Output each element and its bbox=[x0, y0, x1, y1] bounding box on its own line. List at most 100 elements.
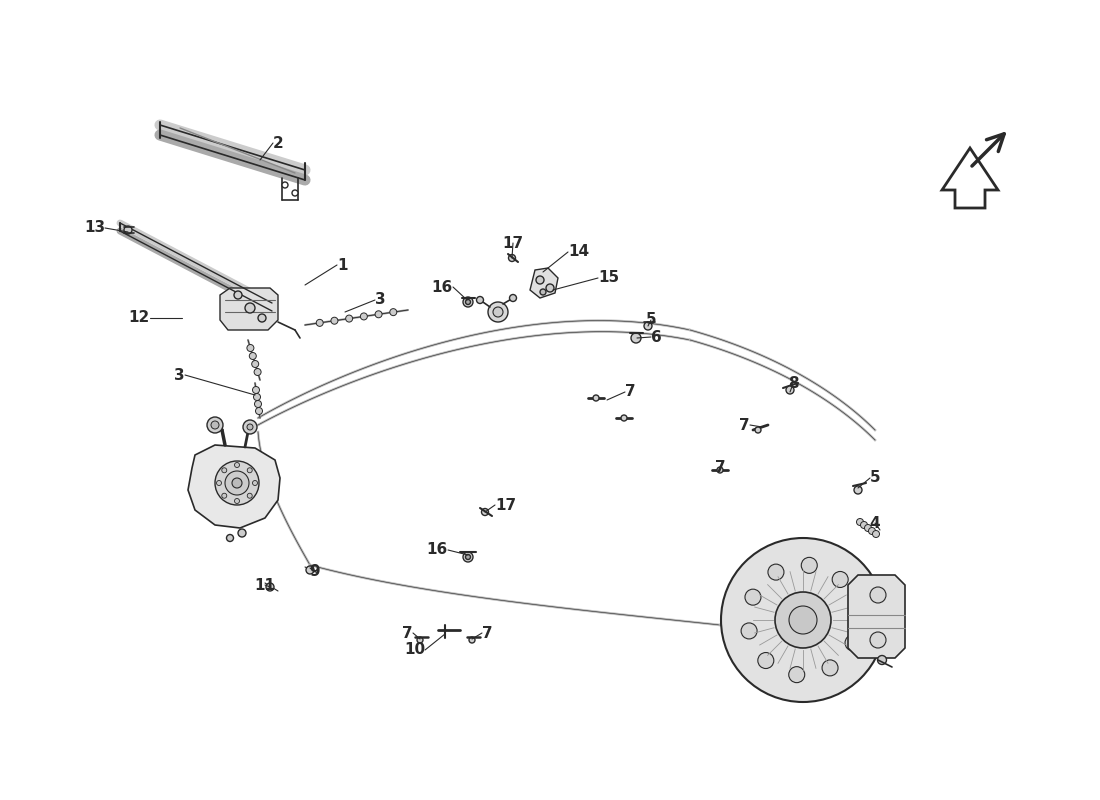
Circle shape bbox=[849, 601, 865, 617]
Circle shape bbox=[768, 564, 784, 580]
Circle shape bbox=[621, 415, 627, 421]
Text: 12: 12 bbox=[129, 310, 150, 326]
Text: 15: 15 bbox=[598, 270, 619, 286]
Polygon shape bbox=[530, 268, 558, 298]
Circle shape bbox=[253, 481, 257, 486]
Circle shape bbox=[227, 534, 233, 542]
Text: 13: 13 bbox=[84, 221, 104, 235]
Circle shape bbox=[870, 632, 886, 648]
Circle shape bbox=[469, 637, 475, 643]
Circle shape bbox=[331, 318, 338, 324]
Circle shape bbox=[758, 653, 773, 669]
Circle shape bbox=[536, 276, 544, 284]
Circle shape bbox=[845, 635, 861, 651]
Circle shape bbox=[253, 386, 260, 394]
Circle shape bbox=[476, 297, 484, 303]
Circle shape bbox=[246, 345, 254, 351]
Circle shape bbox=[222, 468, 227, 473]
Text: 1: 1 bbox=[337, 258, 348, 273]
Text: 7: 7 bbox=[739, 418, 750, 433]
Text: 7: 7 bbox=[482, 626, 493, 641]
Circle shape bbox=[720, 538, 886, 702]
Text: 4: 4 bbox=[870, 515, 880, 530]
Text: 5: 5 bbox=[646, 313, 657, 327]
Circle shape bbox=[755, 427, 761, 433]
Text: 3: 3 bbox=[175, 367, 185, 382]
Text: 3: 3 bbox=[375, 293, 386, 307]
Circle shape bbox=[250, 353, 256, 359]
Polygon shape bbox=[848, 575, 905, 658]
Circle shape bbox=[854, 486, 862, 494]
Circle shape bbox=[248, 494, 252, 498]
Circle shape bbox=[217, 481, 221, 486]
Circle shape bbox=[255, 407, 263, 414]
Text: 7: 7 bbox=[715, 461, 725, 475]
Text: 17: 17 bbox=[503, 235, 524, 250]
Circle shape bbox=[465, 299, 471, 305]
Circle shape bbox=[316, 319, 323, 326]
Text: 10: 10 bbox=[404, 642, 425, 658]
Text: 14: 14 bbox=[568, 245, 590, 259]
Circle shape bbox=[361, 313, 367, 320]
Circle shape bbox=[786, 386, 794, 394]
Circle shape bbox=[776, 592, 830, 648]
Text: 5: 5 bbox=[870, 470, 881, 486]
Circle shape bbox=[822, 660, 838, 676]
Circle shape bbox=[248, 424, 253, 430]
Circle shape bbox=[493, 307, 503, 317]
Text: 8: 8 bbox=[788, 377, 799, 391]
Circle shape bbox=[872, 530, 880, 538]
Circle shape bbox=[245, 303, 255, 313]
Circle shape bbox=[509, 294, 517, 302]
Circle shape bbox=[375, 310, 382, 318]
Circle shape bbox=[463, 297, 473, 307]
Circle shape bbox=[631, 333, 641, 343]
Circle shape bbox=[124, 226, 132, 234]
Circle shape bbox=[306, 566, 313, 574]
Circle shape bbox=[252, 361, 258, 367]
Circle shape bbox=[644, 322, 652, 330]
Circle shape bbox=[833, 571, 848, 587]
Circle shape bbox=[540, 289, 546, 295]
Circle shape bbox=[248, 468, 252, 473]
Circle shape bbox=[292, 190, 298, 196]
Circle shape bbox=[243, 420, 257, 434]
Circle shape bbox=[214, 461, 258, 505]
Polygon shape bbox=[188, 445, 280, 528]
Circle shape bbox=[258, 314, 266, 322]
Circle shape bbox=[463, 552, 473, 562]
Circle shape bbox=[282, 182, 288, 188]
Circle shape bbox=[254, 401, 262, 407]
Text: 6: 6 bbox=[651, 330, 662, 345]
Circle shape bbox=[789, 666, 805, 682]
Circle shape bbox=[234, 291, 242, 299]
Text: 16: 16 bbox=[427, 542, 448, 558]
Text: 11: 11 bbox=[254, 578, 275, 593]
Circle shape bbox=[869, 527, 876, 534]
Circle shape bbox=[234, 498, 240, 503]
Text: 16: 16 bbox=[431, 279, 453, 294]
Circle shape bbox=[745, 589, 761, 605]
Circle shape bbox=[211, 421, 219, 429]
Polygon shape bbox=[220, 288, 278, 330]
Circle shape bbox=[546, 284, 554, 292]
Text: 7: 7 bbox=[403, 626, 412, 641]
Text: 17: 17 bbox=[495, 498, 516, 513]
Text: 7: 7 bbox=[625, 385, 636, 399]
Circle shape bbox=[389, 309, 397, 316]
Circle shape bbox=[266, 583, 274, 591]
Circle shape bbox=[870, 587, 886, 603]
Circle shape bbox=[488, 302, 508, 322]
Circle shape bbox=[878, 655, 887, 665]
Circle shape bbox=[253, 394, 261, 401]
Circle shape bbox=[717, 467, 723, 473]
Circle shape bbox=[741, 623, 757, 639]
Circle shape bbox=[857, 518, 864, 526]
Circle shape bbox=[789, 606, 817, 634]
Circle shape bbox=[222, 494, 227, 498]
Text: 9: 9 bbox=[310, 565, 320, 579]
Text: 2: 2 bbox=[273, 135, 284, 150]
Circle shape bbox=[234, 462, 240, 467]
Circle shape bbox=[238, 529, 246, 537]
Circle shape bbox=[226, 471, 249, 495]
